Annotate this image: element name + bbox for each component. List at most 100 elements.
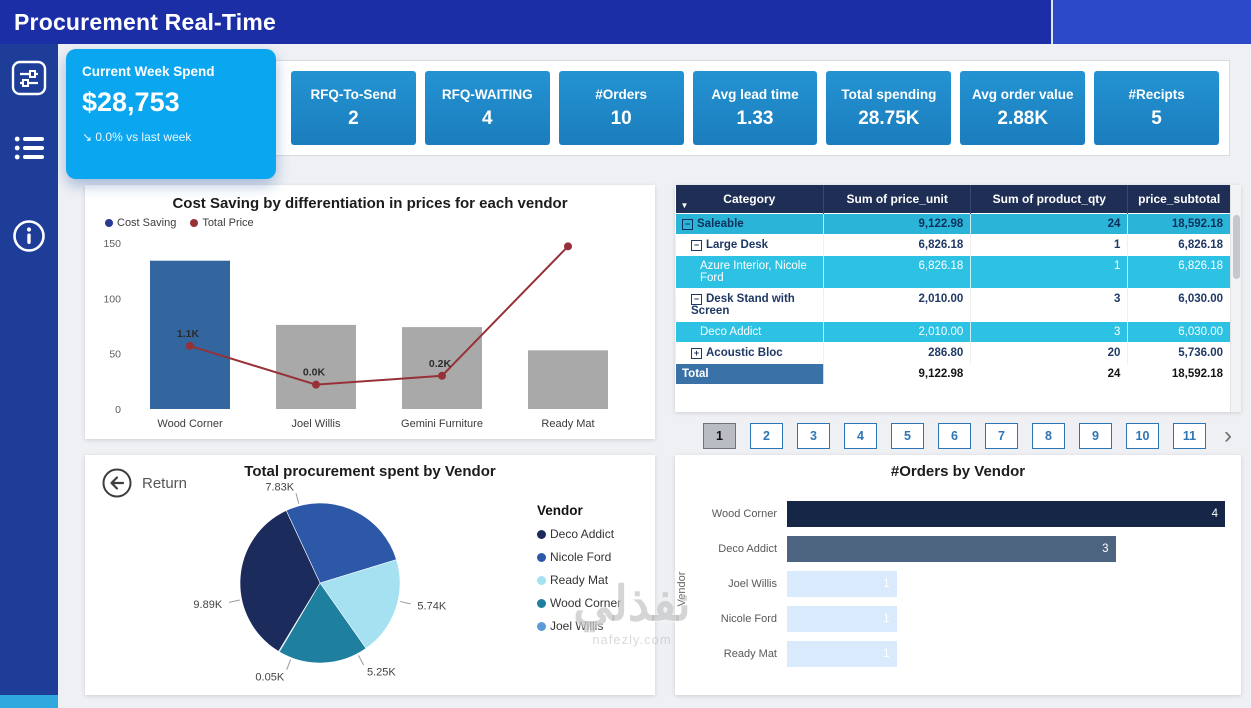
page-button-3[interactable]: 3 [797, 423, 830, 449]
legend-dot [190, 219, 199, 227]
hbar-value-label: 1 [883, 648, 890, 660]
expander-icon[interactable]: + [691, 348, 702, 359]
page-button-5[interactable]: 5 [891, 423, 924, 449]
legend-item-nicole-ford[interactable]: Nicole Ford [537, 550, 641, 564]
pie-slice-nicole-ford[interactable] [285, 502, 397, 584]
page-title: Procurement Real-Time [14, 9, 276, 35]
table-row-acoustic-bloc[interactable]: + Acoustic Bloc 286.80 20 5,736.00 [675, 342, 1230, 364]
expander-icon[interactable]: − [691, 240, 702, 251]
cost-saving-bar-wood-corner[interactable] [150, 260, 230, 409]
sidebar-item-info[interactable] [9, 216, 49, 256]
expander-icon[interactable]: − [691, 294, 702, 305]
sidebar-item-list[interactable] [9, 128, 49, 168]
pie-slice-deco-addict[interactable] [239, 510, 321, 652]
page-button-4[interactable]: 4 [844, 423, 877, 449]
filter-caret-icon[interactable]: ▼ [680, 201, 689, 210]
hbar-bar-ready-mat[interactable]: 1 [787, 641, 897, 667]
current-week-spend-card[interactable]: Current Week Spend $28,753 ↘ 0.0% vs las… [66, 49, 276, 179]
hbar-bar-deco-addict[interactable]: 3 [787, 536, 1116, 562]
legend-label: Deco Addict [550, 527, 615, 541]
legend-item-cost-saving[interactable]: Cost Saving [105, 217, 176, 229]
sidebar-item-filters[interactable] [9, 58, 49, 98]
legend-dot [537, 621, 546, 631]
page-button-1[interactable]: 1 [703, 423, 736, 449]
cost-saving-bar-ready-mat[interactable] [528, 350, 608, 409]
category-label: Total [682, 368, 709, 380]
page-button-9[interactable]: 9 [1079, 423, 1112, 449]
sidebar [0, 44, 58, 708]
kpi-card[interactable]: Total spending 28.75K [826, 71, 952, 145]
kpi-card[interactable]: Avg order value 2.88K [960, 71, 1086, 145]
vendor-spend-pie-svg: 7.83K 5.74K 5.25K 0.05K 9.89K [193, 481, 446, 683]
page-button-10[interactable]: 10 [1126, 423, 1159, 449]
pie-data-label: 7.83K [265, 481, 294, 493]
legend-item-ready-mat[interactable]: Ready Mat [537, 573, 641, 587]
page-button-2[interactable]: 2 [750, 423, 783, 449]
y-tick-label: 0 [115, 404, 121, 416]
hbar-track: 1 [787, 571, 1225, 597]
table-scrollbar[interactable] [1230, 185, 1241, 412]
table-row-total[interactable]: Total 9,122.98 24 18,592.18 [675, 363, 1230, 384]
kpi-card-value: 2 [348, 107, 359, 129]
expander-icon[interactable]: − [682, 219, 693, 230]
app-header: Procurement Real-Time [0, 0, 1251, 44]
kpi-card[interactable]: Avg lead time 1.33 [692, 71, 818, 145]
x-category-label: Joel Willis [292, 418, 341, 430]
price_subtotal-cell: 6,030.00 [1127, 321, 1230, 343]
kpi-card[interactable]: #Recipts 5 [1094, 71, 1220, 145]
pagination-next-button[interactable]: › [1224, 422, 1232, 449]
hbar-bar-wood-corner[interactable]: 4 [787, 501, 1225, 527]
pie-data-label: 0.05K [255, 671, 284, 683]
price_subtotal-cell: 6,826.18 [1127, 234, 1230, 256]
cost-saving-bar-joel-willis[interactable] [276, 324, 356, 409]
price_unit-cell: 9,122.98 [823, 363, 971, 384]
table-row-large-desk[interactable]: − Large Desk 6,826.18 1 6,826.18 [675, 234, 1230, 256]
pie-slice-ready-mat[interactable] [319, 559, 401, 649]
table-scrollbar-thumb[interactable] [1233, 215, 1240, 279]
hbar-value-label: 1 [883, 578, 890, 590]
kpi-card[interactable]: #Orders 10 [558, 71, 684, 145]
total-price-line [189, 245, 569, 386]
price_unit-cell: 6,826.18 [823, 234, 971, 256]
hbar-bar-nicole-ford[interactable]: 1 [787, 606, 897, 632]
hbar-bar-joel-willis[interactable]: 1 [787, 571, 897, 597]
legend-item-joel-willis[interactable]: Joel Willis [537, 619, 641, 633]
category-cell: − Large Desk [675, 234, 824, 256]
page-button-7[interactable]: 7 [985, 423, 1018, 449]
page-button-8[interactable]: 8 [1032, 423, 1065, 449]
return-button[interactable]: Return [101, 467, 187, 499]
table-header-price-subtotal[interactable]: price_subtotal [1127, 185, 1230, 214]
x-category-label: Wood Corner [157, 418, 223, 430]
table-row-saleable[interactable]: − Saleable 9,122.98 24 18,592.18 [675, 213, 1230, 235]
kpi-card[interactable]: RFQ-WAITING 4 [424, 71, 550, 145]
total-price-point-joel-willis[interactable] [312, 380, 320, 389]
total-price-point-ready-mat[interactable] [564, 242, 572, 251]
page-button-6[interactable]: 6 [938, 423, 971, 449]
hbar-track: 3 [787, 536, 1225, 562]
total-price-point-gemini-furniture[interactable] [438, 371, 446, 380]
y-tick-label: 50 [109, 349, 121, 361]
legend-item-total-price[interactable]: Total Price [190, 217, 254, 229]
table-row-azure-interior-nicole-ford[interactable]: Azure Interior, Nicole Ford 6,826.18 1 6,82… [675, 255, 1230, 289]
kpi-card-label: Avg order value [971, 86, 1074, 102]
table-header-sum-of-product-qty[interactable]: Sum of product_qty [970, 185, 1128, 214]
category-label: Azure Interior, Nicole Ford [700, 260, 807, 284]
total-price-point-wood-corner[interactable] [186, 341, 194, 350]
table-row-deco-addict[interactable]: Deco Addict 2,010.00 3 6,030.00 [675, 321, 1230, 343]
legend-label: Cost Saving [117, 217, 177, 229]
pagination: 1 2 3 4 5 6 7 8 9 10 11 › [675, 421, 1241, 451]
page-button-11[interactable]: 11 [1173, 423, 1206, 449]
cost-saving-bar-gemini-furniture[interactable] [402, 327, 482, 409]
table-row-desk-stand-with-screen[interactable]: − Desk Stand with Screen 2,010.00 3 6,030.00 [675, 288, 1230, 322]
hbar-row-wood-corner: Wood Corner 4 [699, 501, 1225, 527]
vendor-axis-label: Vendor [676, 571, 688, 607]
legend-item-wood-corner[interactable]: Wood Corner [537, 596, 641, 610]
kpi-card[interactable]: RFQ-To-Send 2 [291, 71, 416, 145]
pie-slice-wood-corner[interactable] [278, 582, 367, 664]
list-icon [14, 136, 44, 160]
table-header-sum-of-price-unit[interactable]: Sum of price_unit [823, 185, 971, 214]
hbar-category-label: Joel Willis [728, 578, 777, 590]
hbar-value-label: 4 [1211, 508, 1218, 520]
legend-item-deco-addict[interactable]: Deco Addict [537, 527, 641, 541]
table-header-category[interactable]: Category ▼ [675, 185, 824, 214]
